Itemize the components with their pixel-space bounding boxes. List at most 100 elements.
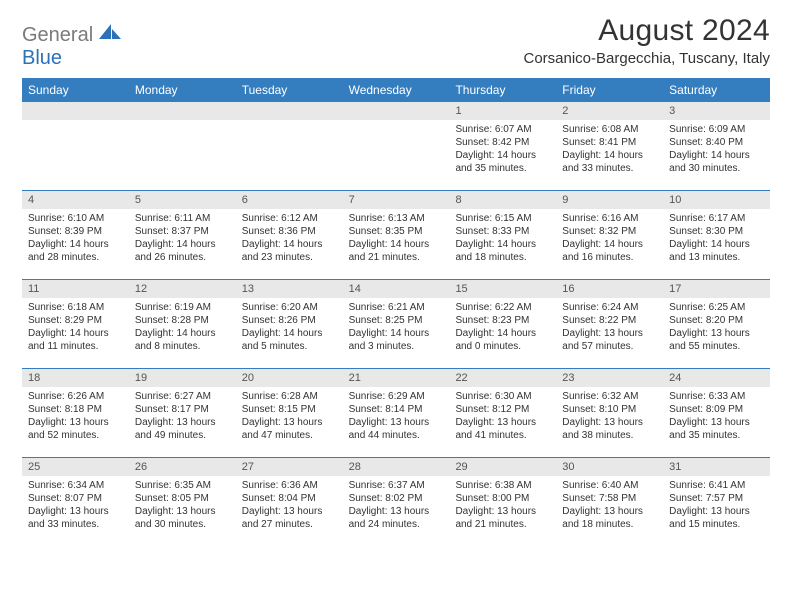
day-cell: 21Sunrise: 6:29 AMSunset: 8:14 PMDayligh…: [343, 369, 450, 457]
day-cell: 30Sunrise: 6:40 AMSunset: 7:58 PMDayligh…: [556, 458, 663, 546]
day-body: Sunrise: 6:37 AMSunset: 8:02 PMDaylight:…: [343, 476, 450, 536]
day-body: Sunrise: 6:33 AMSunset: 8:09 PMDaylight:…: [663, 387, 770, 447]
logo-text-gray: General: [22, 24, 93, 46]
sunrise-line: Sunrise: 6:29 AM: [349, 390, 444, 403]
daylight-line: Daylight: 13 hours and 33 minutes.: [28, 505, 123, 531]
sunrise-line: Sunrise: 6:22 AM: [455, 301, 550, 314]
day-cell: 8Sunrise: 6:15 AMSunset: 8:33 PMDaylight…: [449, 191, 556, 279]
week-row: 1Sunrise: 6:07 AMSunset: 8:42 PMDaylight…: [22, 102, 770, 190]
day-cell: 9Sunrise: 6:16 AMSunset: 8:32 PMDaylight…: [556, 191, 663, 279]
logo-sail-icon: [98, 23, 122, 41]
day-body: Sunrise: 6:34 AMSunset: 8:07 PMDaylight:…: [22, 476, 129, 536]
sunset-line: Sunset: 8:07 PM: [28, 492, 123, 505]
day-number: [236, 102, 343, 120]
day-number: 23: [556, 369, 663, 387]
day-cell: 1Sunrise: 6:07 AMSunset: 8:42 PMDaylight…: [449, 102, 556, 190]
day-body: Sunrise: 6:26 AMSunset: 8:18 PMDaylight:…: [22, 387, 129, 447]
day-cell: 7Sunrise: 6:13 AMSunset: 8:35 PMDaylight…: [343, 191, 450, 279]
weeks-container: 1Sunrise: 6:07 AMSunset: 8:42 PMDaylight…: [22, 102, 770, 546]
day-body: Sunrise: 6:16 AMSunset: 8:32 PMDaylight:…: [556, 209, 663, 269]
sunset-line: Sunset: 8:40 PM: [669, 136, 764, 149]
sunrise-line: Sunrise: 6:27 AM: [135, 390, 230, 403]
sunset-line: Sunset: 8:37 PM: [135, 225, 230, 238]
day-number: 3: [663, 102, 770, 120]
sunset-line: Sunset: 8:04 PM: [242, 492, 337, 505]
daylight-line: Daylight: 13 hours and 38 minutes.: [562, 416, 657, 442]
sunrise-line: Sunrise: 6:11 AM: [135, 212, 230, 225]
day-body: Sunrise: 6:09 AMSunset: 8:40 PMDaylight:…: [663, 120, 770, 180]
day-number: 25: [22, 458, 129, 476]
day-number: 10: [663, 191, 770, 209]
day-number: 15: [449, 280, 556, 298]
day-number: 2: [556, 102, 663, 120]
day-body: Sunrise: 6:22 AMSunset: 8:23 PMDaylight:…: [449, 298, 556, 358]
sunrise-line: Sunrise: 6:35 AM: [135, 479, 230, 492]
day-number: 18: [22, 369, 129, 387]
sunrise-line: Sunrise: 6:38 AM: [455, 479, 550, 492]
sunrise-line: Sunrise: 6:12 AM: [242, 212, 337, 225]
daylight-line: Daylight: 13 hours and 15 minutes.: [669, 505, 764, 531]
day-cell: 13Sunrise: 6:20 AMSunset: 8:26 PMDayligh…: [236, 280, 343, 368]
logo-text: General Blue: [22, 24, 122, 70]
sunset-line: Sunset: 8:12 PM: [455, 403, 550, 416]
day-number: 16: [556, 280, 663, 298]
day-number: [22, 102, 129, 120]
day-number: 12: [129, 280, 236, 298]
day-header-monday: Monday: [129, 78, 236, 102]
sunset-line: Sunset: 8:28 PM: [135, 314, 230, 327]
day-body: Sunrise: 6:08 AMSunset: 8:41 PMDaylight:…: [556, 120, 663, 180]
daylight-line: Daylight: 13 hours and 27 minutes.: [242, 505, 337, 531]
day-number: 1: [449, 102, 556, 120]
day-number: 22: [449, 369, 556, 387]
sunset-line: Sunset: 8:05 PM: [135, 492, 230, 505]
day-cell: 23Sunrise: 6:32 AMSunset: 8:10 PMDayligh…: [556, 369, 663, 457]
day-cell: 31Sunrise: 6:41 AMSunset: 7:57 PMDayligh…: [663, 458, 770, 546]
day-body: Sunrise: 6:29 AMSunset: 8:14 PMDaylight:…: [343, 387, 450, 447]
day-cell: 26Sunrise: 6:35 AMSunset: 8:05 PMDayligh…: [129, 458, 236, 546]
day-body: Sunrise: 6:30 AMSunset: 8:12 PMDaylight:…: [449, 387, 556, 447]
daylight-line: Daylight: 14 hours and 8 minutes.: [135, 327, 230, 353]
day-body: Sunrise: 6:28 AMSunset: 8:15 PMDaylight:…: [236, 387, 343, 447]
week-row: 4Sunrise: 6:10 AMSunset: 8:39 PMDaylight…: [22, 190, 770, 279]
day-body: Sunrise: 6:36 AMSunset: 8:04 PMDaylight:…: [236, 476, 343, 536]
sunrise-line: Sunrise: 6:24 AM: [562, 301, 657, 314]
day-number: 19: [129, 369, 236, 387]
day-cell: 5Sunrise: 6:11 AMSunset: 8:37 PMDaylight…: [129, 191, 236, 279]
day-body: Sunrise: 6:32 AMSunset: 8:10 PMDaylight:…: [556, 387, 663, 447]
day-cell: 25Sunrise: 6:34 AMSunset: 8:07 PMDayligh…: [22, 458, 129, 546]
day-body: Sunrise: 6:38 AMSunset: 8:00 PMDaylight:…: [449, 476, 556, 536]
daylight-line: Daylight: 14 hours and 5 minutes.: [242, 327, 337, 353]
daylight-line: Daylight: 14 hours and 11 minutes.: [28, 327, 123, 353]
day-number: 9: [556, 191, 663, 209]
day-cell: [236, 102, 343, 190]
sunset-line: Sunset: 8:00 PM: [455, 492, 550, 505]
day-number: 27: [236, 458, 343, 476]
sunrise-line: Sunrise: 6:21 AM: [349, 301, 444, 314]
day-header-saturday: Saturday: [663, 78, 770, 102]
day-cell: 12Sunrise: 6:19 AMSunset: 8:28 PMDayligh…: [129, 280, 236, 368]
sunrise-line: Sunrise: 6:40 AM: [562, 479, 657, 492]
sunset-line: Sunset: 8:41 PM: [562, 136, 657, 149]
day-body: Sunrise: 6:21 AMSunset: 8:25 PMDaylight:…: [343, 298, 450, 358]
sunset-line: Sunset: 8:02 PM: [349, 492, 444, 505]
sunset-line: Sunset: 8:14 PM: [349, 403, 444, 416]
day-cell: 15Sunrise: 6:22 AMSunset: 8:23 PMDayligh…: [449, 280, 556, 368]
daylight-line: Daylight: 13 hours and 41 minutes.: [455, 416, 550, 442]
day-body: Sunrise: 6:07 AMSunset: 8:42 PMDaylight:…: [449, 120, 556, 180]
daylight-line: Daylight: 14 hours and 21 minutes.: [349, 238, 444, 264]
day-body: Sunrise: 6:25 AMSunset: 8:20 PMDaylight:…: [663, 298, 770, 358]
daylight-line: Daylight: 13 hours and 30 minutes.: [135, 505, 230, 531]
day-cell: 24Sunrise: 6:33 AMSunset: 8:09 PMDayligh…: [663, 369, 770, 457]
day-number: 6: [236, 191, 343, 209]
day-cell: 19Sunrise: 6:27 AMSunset: 8:17 PMDayligh…: [129, 369, 236, 457]
sunrise-line: Sunrise: 6:33 AM: [669, 390, 764, 403]
day-number: 4: [22, 191, 129, 209]
day-body: Sunrise: 6:19 AMSunset: 8:28 PMDaylight:…: [129, 298, 236, 358]
day-cell: 10Sunrise: 6:17 AMSunset: 8:30 PMDayligh…: [663, 191, 770, 279]
sunrise-line: Sunrise: 6:30 AM: [455, 390, 550, 403]
sunset-line: Sunset: 8:25 PM: [349, 314, 444, 327]
sunrise-line: Sunrise: 6:17 AM: [669, 212, 764, 225]
day-body: Sunrise: 6:10 AMSunset: 8:39 PMDaylight:…: [22, 209, 129, 269]
day-cell: 20Sunrise: 6:28 AMSunset: 8:15 PMDayligh…: [236, 369, 343, 457]
sunset-line: Sunset: 8:39 PM: [28, 225, 123, 238]
